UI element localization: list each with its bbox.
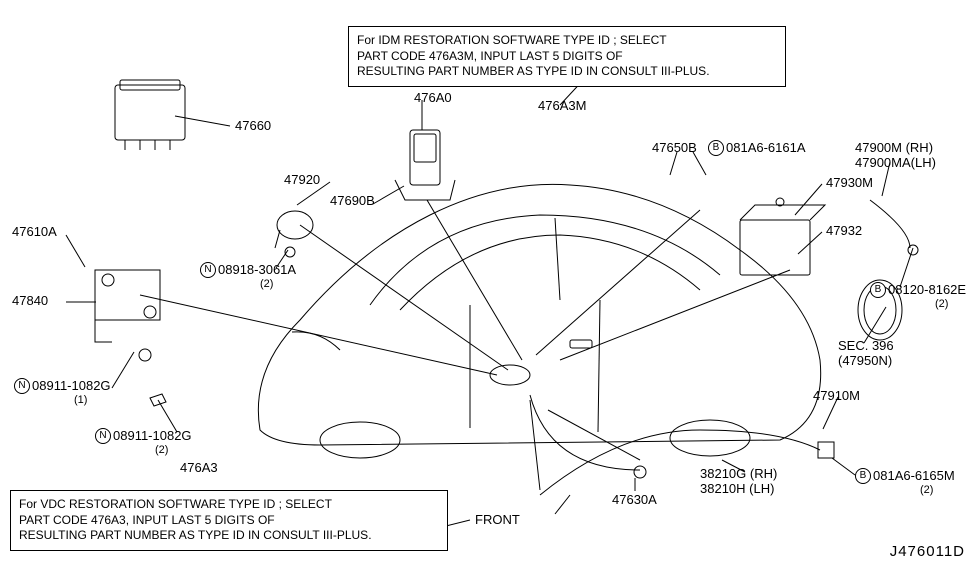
label-08911-1082G-1: 08911-1082G (32, 378, 111, 393)
label-47690B: 47690B (330, 193, 375, 208)
label-476A3M: 476A3M (538, 98, 586, 113)
label-081A6-6165M: 081A6-6165M (873, 468, 955, 483)
label-47900M: 47900M (RH) (855, 140, 933, 155)
label-08911-1082G-2: 08911-1082G (113, 428, 192, 443)
icon-B-3: B (855, 468, 871, 484)
note-vdc-l1: For VDC RESTORATION SOFTWARE TYPE ID ; S… (19, 497, 439, 513)
note-idm-l2: PART CODE 476A3M, INPUT LAST 5 DIGITS OF (357, 49, 777, 65)
label-081A6-6161A: 081A6-6161A (726, 140, 806, 155)
label-47920: 47920 (284, 172, 320, 187)
note-vdc: For VDC RESTORATION SOFTWARE TYPE ID ; S… (10, 490, 448, 551)
label-47950N: (47950N) (838, 353, 892, 368)
icon-B-1: B (708, 140, 724, 156)
label-47840: 47840 (12, 293, 48, 308)
icon-N-2: N (95, 428, 111, 444)
label-08120-8162E-q: (2) (935, 298, 948, 310)
diagram-id: J476011D (890, 543, 965, 560)
label-47650B: 47650B (652, 140, 697, 155)
label-08918-3061A: 08918-3061A (218, 262, 296, 277)
label-08120-8162E: 08120-8162E (888, 282, 966, 297)
label-081A6-6165M-q: (2) (920, 484, 933, 496)
label-47932: 47932 (826, 223, 862, 238)
label-38210G: 38210G (RH) (700, 466, 777, 481)
label-08911-1082G-2q: (2) (155, 444, 168, 456)
label-47660: 47660 (235, 118, 271, 133)
icon-N-1: N (14, 378, 30, 394)
note-vdc-l3: RESULTING PART NUMBER AS TYPE ID IN CONS… (19, 528, 439, 544)
note-idm: For IDM RESTORATION SOFTWARE TYPE ID ; S… (348, 26, 786, 87)
note-idm-l3: RESULTING PART NUMBER AS TYPE ID IN CONS… (357, 64, 777, 80)
front-label: FRONT (475, 512, 520, 527)
label-38210H: 38210H (LH) (700, 481, 774, 496)
label-08911-1082G-1q: (1) (74, 394, 87, 406)
label-476A3: 476A3 (180, 460, 218, 475)
icon-N-3: N (200, 262, 216, 278)
label-47930M: 47930M (826, 175, 873, 190)
label-47900MA: 47900MA(LH) (855, 155, 936, 170)
label-476A0: 476A0 (414, 90, 452, 105)
icon-B-2: B (870, 282, 886, 298)
label-47610A: 47610A (12, 224, 57, 239)
note-idm-l1: For IDM RESTORATION SOFTWARE TYPE ID ; S… (357, 33, 777, 49)
label-08918-3061A-q: (2) (260, 278, 273, 290)
label-47910M: 47910M (813, 388, 860, 403)
label-47630A: 47630A (612, 492, 657, 507)
label-SEC396: SEC. 396 (838, 338, 894, 353)
note-vdc-l2: PART CODE 476A3, INPUT LAST 5 DIGITS OF (19, 513, 439, 529)
